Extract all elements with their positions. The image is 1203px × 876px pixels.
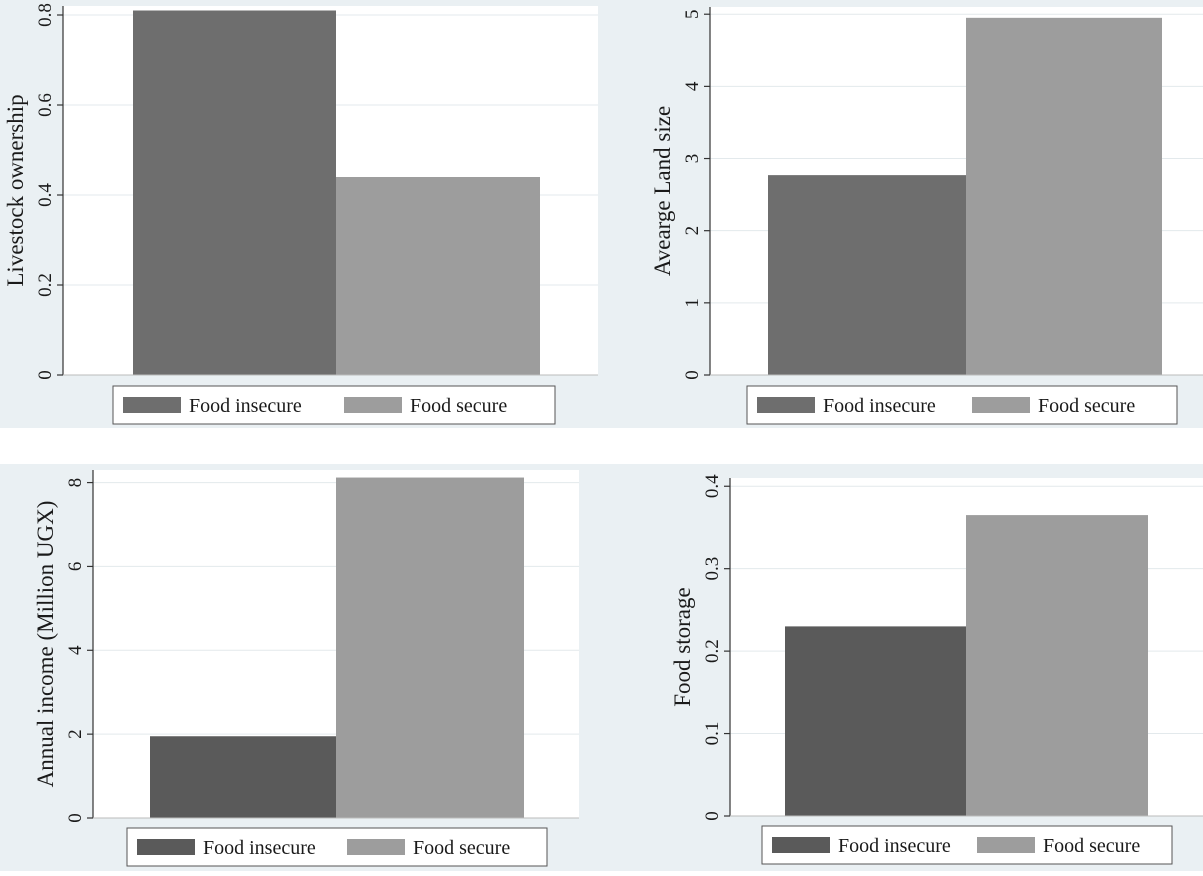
- y-tick-label: 2: [682, 226, 703, 236]
- chart-panel-1: 0 0.2 0.4 0.6 0.8 Livestock ownership Food ins…: [0, 0, 598, 428]
- bar-food-insecure: [133, 10, 336, 375]
- y-tick-label: 0: [682, 370, 703, 380]
- y-tick-label: 1: [682, 298, 703, 308]
- legend-swatch: [347, 839, 405, 855]
- legend-swatch: [972, 397, 1030, 413]
- y-tick-label: 0.8: [35, 3, 56, 27]
- y-tick-label: 8: [65, 478, 86, 488]
- bar-food-secure: [336, 477, 524, 818]
- y-tick-label: 0.2: [702, 639, 723, 663]
- y-tick-label: 6: [65, 562, 86, 572]
- y-axis-title: Avearge Land size: [650, 106, 675, 276]
- chart-panel-2: 0 1 2 3 4 5 Avearge Land size Food insecure Food…: [598, 0, 1203, 428]
- legend-swatch: [137, 839, 195, 855]
- bar-food-insecure: [768, 175, 966, 375]
- bar-food-secure: [336, 177, 540, 375]
- legend-swatch: [123, 397, 181, 413]
- legend-label: Food insecure: [838, 835, 951, 857]
- chart-panel-3: 0 2 4 6 8 Annual income (Million UGX) Food ins…: [0, 464, 598, 871]
- y-tick-label: 2: [65, 729, 86, 739]
- y-tick-label: 0.4: [702, 474, 723, 498]
- legend-label: Food insecure: [189, 395, 302, 417]
- chart-svg-4: 0 0.1 0.2 0.3 0.4 Food storage Food insecure Fo…: [598, 464, 1203, 871]
- y-tick-label: 0.4: [35, 183, 56, 207]
- legend-label: Food secure: [1043, 835, 1140, 857]
- y-axis-title: Annual income (Million UGX): [33, 501, 58, 788]
- legend-label: Food insecure: [823, 395, 936, 417]
- legend-label: Food insecure: [203, 837, 316, 859]
- legend-swatch: [977, 837, 1035, 853]
- legend-box: [746, 385, 1178, 425]
- chart-svg-1: 0 0.2 0.4 0.6 0.8 Livestock ownership Food ins…: [0, 0, 598, 428]
- y-tick-label: 5: [682, 9, 703, 19]
- y-tick-label: 0.2: [35, 273, 56, 297]
- bar-food-insecure: [150, 736, 336, 818]
- chart-svg-2: 0 1 2 3 4 5 Avearge Land size Food insecure Food…: [598, 0, 1203, 428]
- bar-food-insecure: [785, 626, 966, 816]
- y-axis-title: Food storage: [670, 587, 695, 706]
- legend-box: [761, 825, 1173, 865]
- y-tick-label: 0: [65, 813, 86, 823]
- y-tick-label: 3: [682, 154, 703, 164]
- y-tick-label: 0: [35, 370, 56, 380]
- legend-swatch: [772, 837, 830, 853]
- legend-box: [126, 827, 548, 867]
- legend-swatch: [757, 397, 815, 413]
- y-tick-label: 0.3: [702, 557, 723, 581]
- y-tick-label: 4: [65, 645, 86, 655]
- legend-label: Food secure: [1038, 395, 1135, 417]
- y-tick-label: 0.1: [702, 722, 723, 746]
- y-tick-label: 0.6: [35, 93, 56, 117]
- chart-panel-4: 0 0.1 0.2 0.3 0.4 Food storage Food insecure Fo…: [598, 464, 1203, 871]
- legend-box: [112, 385, 556, 425]
- y-tick-label: 4: [682, 81, 703, 91]
- legend-label: Food secure: [410, 395, 507, 417]
- y-tick-label: 0: [702, 811, 723, 821]
- legend-label: Food secure: [413, 837, 510, 859]
- chart-svg-3: 0 2 4 6 8 Annual income (Million UGX) Food ins…: [0, 464, 598, 871]
- legend-swatch: [344, 397, 402, 413]
- y-axis-title: Livestock ownership: [3, 94, 28, 286]
- bar-food-secure: [966, 17, 1162, 376]
- bar-food-secure: [966, 515, 1148, 816]
